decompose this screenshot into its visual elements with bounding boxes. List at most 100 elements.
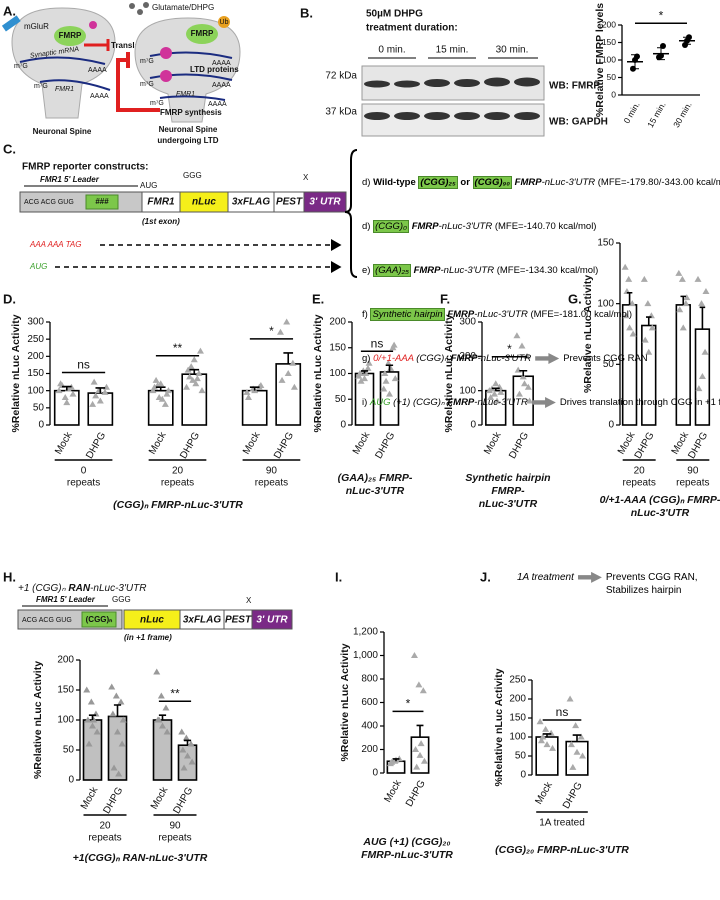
error-bar xyxy=(645,316,652,326)
y-tick-label: 50 xyxy=(33,402,45,413)
text: Synthetic hairpin xyxy=(370,308,445,321)
spine-shape xyxy=(11,7,116,119)
label: FMRP xyxy=(191,29,214,38)
label: (in +1 frame) xyxy=(124,633,172,642)
label: X xyxy=(303,173,309,182)
data-point xyxy=(698,372,706,379)
data-point xyxy=(153,668,161,675)
label-part: FMRP xyxy=(379,472,410,484)
group-label: 0 xyxy=(81,466,87,477)
error-bar xyxy=(95,387,106,394)
text: FMRP xyxy=(448,353,478,364)
fmrp-icon xyxy=(186,24,218,44)
data-point xyxy=(698,300,706,307)
x-axis-label: (CGG)₂₀ FMRP-nLuc-3'UTR xyxy=(495,844,629,856)
data-point xyxy=(89,722,96,729)
data-point xyxy=(356,370,364,376)
panel-letter: H. xyxy=(3,569,16,584)
data-point xyxy=(158,395,166,402)
text: Stabilizes hairpin xyxy=(605,585,682,596)
data-point xyxy=(149,387,157,394)
data-point xyxy=(539,733,547,740)
text: (CGG)₀ xyxy=(373,220,410,233)
data-point xyxy=(412,746,420,752)
data-point xyxy=(625,275,633,282)
x-tick-label: DHPG xyxy=(272,430,296,461)
text: FMRP xyxy=(444,397,475,408)
x-axis-label: FMRP- xyxy=(491,485,525,497)
text: AUG xyxy=(369,397,391,408)
data-point xyxy=(675,269,683,276)
group-label: 90 xyxy=(687,466,699,477)
label: 0 min. xyxy=(378,45,405,56)
label: FMRP reporter constructs: xyxy=(22,162,149,173)
data-point xyxy=(187,363,195,370)
x-tick-label: DHPG xyxy=(404,778,428,809)
data-point xyxy=(284,370,292,376)
panel-letter: D. xyxy=(3,291,16,306)
inhibition-arrow xyxy=(84,39,110,51)
label: FMR1 xyxy=(147,197,175,208)
data-point xyxy=(198,387,206,394)
x-tick-label: DHPG xyxy=(561,780,585,811)
y-tick-label: 100 xyxy=(597,298,614,309)
y-tick-label: 200 xyxy=(602,19,616,29)
error-bar xyxy=(680,295,687,305)
data-point xyxy=(195,370,203,376)
y-tick-label: 0 xyxy=(608,420,614,431)
panel-letter: C. xyxy=(3,141,16,156)
y-axis-label: %Relative FMRP levels xyxy=(594,3,606,117)
y-tick-label: 200 xyxy=(27,351,44,362)
text: -nLuc-3'UTR xyxy=(474,309,528,320)
y-tick-label: 50 xyxy=(607,72,617,82)
y-axis-label: %Relative nLuc Activity xyxy=(339,643,351,761)
text: (MFE=-181.00 kcal/mol) xyxy=(527,309,633,320)
error-bar xyxy=(183,739,192,746)
data-point xyxy=(361,375,368,382)
panel-title: +1 (CGG)ₙ RAN-nLuc-3'UTR xyxy=(18,583,146,594)
data-point xyxy=(188,758,196,765)
data-point xyxy=(87,698,95,705)
data-point xyxy=(90,716,98,723)
data-point xyxy=(90,378,98,385)
data-point xyxy=(521,380,529,387)
y-tick-label: 100 xyxy=(509,732,526,743)
arrow xyxy=(535,352,560,364)
label-part: FMRP xyxy=(537,844,568,856)
label-part: 0/+1-AAA (CGG)ₙ xyxy=(600,494,688,506)
ribosome-icon xyxy=(160,47,172,59)
label: (1st exon) xyxy=(142,217,180,226)
label: FMRP xyxy=(59,31,82,40)
text: FMRP xyxy=(410,265,441,276)
data-point xyxy=(678,275,686,282)
text: (CGG)₉₀ xyxy=(472,176,512,189)
x-axis-label: (GAA)₂₅ FMRP- xyxy=(338,472,413,484)
data-point xyxy=(193,375,201,382)
text: (MFE=-140.70 kcal/mol) xyxy=(492,221,597,232)
brace xyxy=(344,149,358,278)
data-point xyxy=(115,770,123,777)
data-point xyxy=(159,722,166,729)
y-axis-label: %Relative nLuc Activity xyxy=(32,661,44,779)
data-point xyxy=(537,737,545,744)
text: -nLuc-3'UTR xyxy=(474,397,528,408)
y-axis-label: %Relative nLuc Activity xyxy=(312,314,324,432)
label: ACG ACG GUG xyxy=(22,617,72,624)
x-tick-label: Mock xyxy=(533,779,555,806)
label: LTD proteins xyxy=(190,65,239,74)
x-axis-label: AUG (+1) (CGG)₂₀ xyxy=(362,836,450,848)
data-point xyxy=(380,385,388,392)
data-point xyxy=(190,356,198,363)
data-point xyxy=(151,383,159,390)
data-point xyxy=(420,757,428,764)
data-point xyxy=(487,394,495,401)
data-point xyxy=(569,763,577,770)
label: AAAA xyxy=(90,93,109,100)
data-point xyxy=(184,366,192,373)
data-point xyxy=(184,752,191,759)
text: FMRP xyxy=(444,309,475,320)
data-point xyxy=(492,380,500,387)
data-point xyxy=(164,387,172,394)
label: AAAA xyxy=(212,82,231,89)
